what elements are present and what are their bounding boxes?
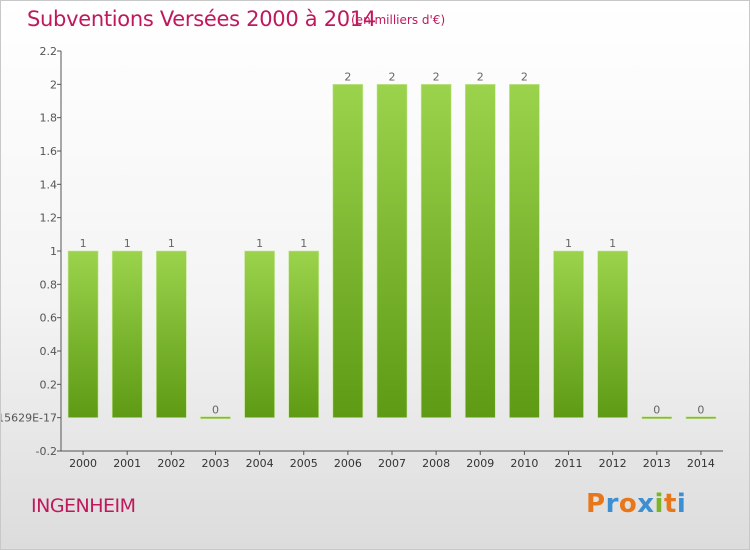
x-tick-label: 2010 (510, 457, 538, 470)
bar-data-label: 2 (389, 70, 396, 83)
x-tick-label: 2007 (378, 457, 406, 470)
x-tick-label: 2006 (334, 457, 362, 470)
chart-bars (67, 84, 717, 419)
bar (464, 84, 496, 418)
bar (420, 84, 452, 418)
bar-data-label: 1 (80, 237, 87, 250)
x-tick-label: 2000 (69, 457, 97, 470)
bar-data-label: 0 (653, 404, 660, 417)
brand-letter: o (618, 489, 638, 519)
bar-data-label: 0 (212, 404, 219, 417)
bar-data-label: 0 (697, 404, 704, 417)
bar (332, 84, 364, 418)
bar-data-label: 1 (565, 237, 572, 250)
brand-letter: i (676, 489, 687, 519)
bar (156, 250, 187, 418)
bar (200, 416, 231, 419)
bar (509, 84, 540, 418)
bar-data-label: 1 (256, 237, 263, 250)
y-tick-label: 0.2 (40, 378, 58, 391)
chart-data-labels: 1 1 1 0 1 1 2 2 2 2 2 1 1 0 0 (80, 70, 705, 416)
x-tick-label: 2005 (290, 457, 318, 470)
brand-letter: x (637, 489, 655, 519)
bar (685, 416, 717, 419)
y-tick-label: -1.5265E-15629E-17 (1, 412, 57, 425)
bar (67, 250, 99, 418)
x-tick-label: 2014 (687, 457, 715, 470)
y-tick-label: 1.8 (40, 112, 58, 125)
bar-data-label: 2 (433, 70, 440, 83)
bar-data-label: 1 (609, 237, 616, 250)
bar-data-label: 2 (477, 70, 484, 83)
y-tick-label: -0.2 (36, 445, 57, 458)
brand-letter: P (586, 489, 606, 519)
y-tick-label: 0.8 (40, 278, 58, 291)
bar (244, 250, 275, 418)
chart-unit-note: (en milliers d'€) (351, 13, 446, 27)
brand-letter: i (654, 489, 664, 519)
bar-data-label: 1 (168, 237, 175, 250)
y-tick-label: 1.6 (40, 145, 58, 158)
brand-letter: t (663, 489, 677, 519)
bar (288, 250, 320, 418)
y-tick-label: 2.2 (40, 45, 58, 58)
y-tick-label: 1 (50, 245, 57, 258)
bar (376, 84, 408, 418)
x-tick-label: 2001 (113, 457, 141, 470)
bar-data-label: 2 (344, 70, 351, 83)
bar (553, 250, 584, 418)
x-tick-label: 2011 (555, 457, 583, 470)
bar (597, 250, 628, 418)
chart-title: Subventions Versées 2000 à 2014 (27, 7, 376, 31)
y-tick-label: 0.6 (40, 312, 58, 325)
y-tick-label: 0.4 (40, 345, 58, 358)
bar-data-label: 1 (124, 237, 131, 250)
x-tick-label: 2003 (201, 457, 229, 470)
commune-name: INGENHEIM (31, 495, 136, 517)
y-tick-label: 2 (50, 78, 57, 91)
x-tick-label: 2002 (157, 457, 185, 470)
bar (641, 416, 673, 419)
y-tick-label: 1.2 (40, 212, 58, 225)
brand-letter: r (605, 489, 619, 519)
x-tick-label: 2008 (422, 457, 450, 470)
bar-data-label: 2 (521, 70, 528, 83)
chart-axes: -0.2 -1.5265E-15629E-17 0.2 0.4 0.6 0.8 1 1.2 1.… (1, 45, 723, 470)
bar (111, 250, 143, 418)
x-tick-label: 2009 (466, 457, 494, 470)
y-tick-label: 1.4 (40, 178, 58, 191)
x-tick-label: 2013 (643, 457, 671, 470)
proxiti-logo[interactable]: Proxiti (586, 489, 686, 519)
bar-data-label: 1 (300, 237, 307, 250)
x-tick-label: 2012 (599, 457, 627, 470)
x-tick-label: 2004 (246, 457, 274, 470)
